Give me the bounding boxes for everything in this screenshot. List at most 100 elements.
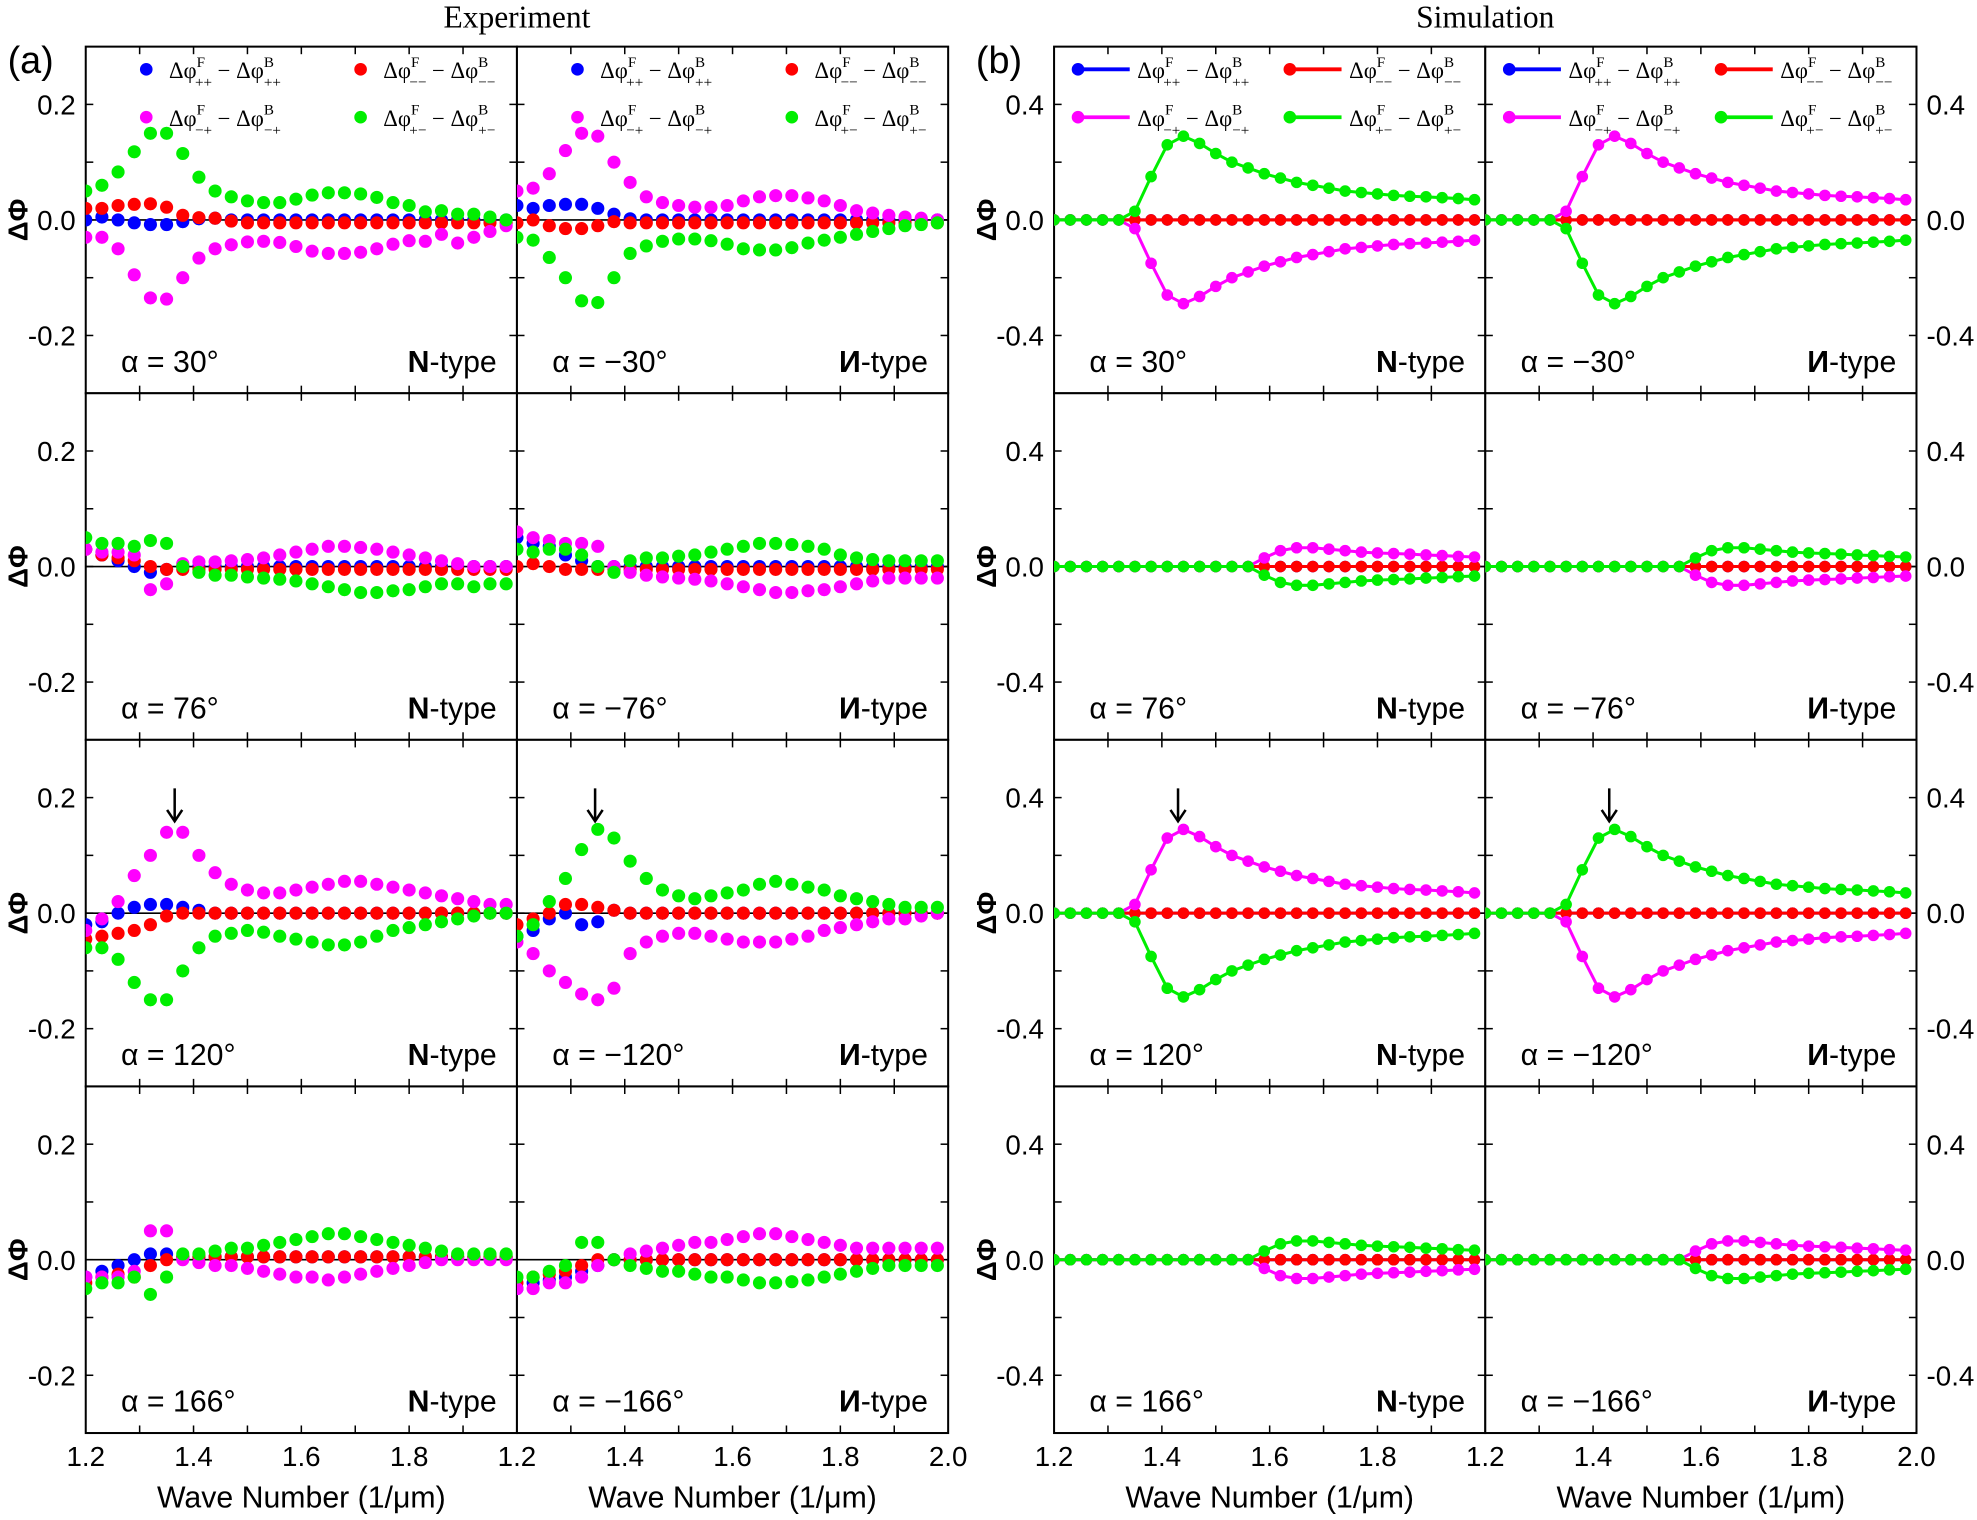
- green-data-point: [1290, 944, 1303, 957]
- red-data-point: [623, 906, 637, 920]
- green-data-point: [289, 192, 303, 206]
- legend-sup: B: [1875, 55, 1885, 71]
- green-data-point: [930, 1258, 944, 1273]
- magenta-data-point: [337, 246, 352, 260]
- red-data-point: [1468, 1253, 1481, 1266]
- magenta-data-point: [1290, 541, 1303, 554]
- alpha-label: α = −30°: [1521, 346, 1636, 379]
- red-data-point: [386, 1250, 400, 1264]
- y-tick-label-right: 0.4: [1927, 436, 1966, 467]
- green-data-point: [257, 925, 271, 939]
- green-data-point: [516, 929, 524, 943]
- green-data-point: [192, 170, 206, 184]
- magenta-data-point: [704, 574, 718, 588]
- magenta-data-point: [418, 886, 432, 900]
- magenta-data-point: [386, 880, 400, 894]
- red-data-point: [817, 562, 831, 576]
- magenta-data-point: [160, 825, 174, 839]
- legend-sup: B: [478, 103, 488, 119]
- green-data-point: [1705, 544, 1718, 557]
- red-data-point: [752, 562, 767, 576]
- green-data-point: [386, 584, 400, 598]
- series-layer: [516, 126, 944, 310]
- legend-operator: −: [858, 106, 882, 131]
- red-data-point: [289, 906, 303, 920]
- magenta-data-point: [1867, 571, 1880, 584]
- magenta-data-point: [672, 198, 686, 213]
- legend-term: Δφ: [451, 106, 479, 131]
- legend-sub: ++: [1163, 75, 1180, 91]
- green-data-point: [127, 975, 141, 990]
- magenta-data-point: [273, 886, 287, 900]
- legend-term: Δφ: [1636, 58, 1664, 83]
- magenta-data-point: [1705, 949, 1718, 961]
- magenta-data-point: [1404, 1266, 1416, 1278]
- green-data-point: [516, 1270, 524, 1284]
- green-data-point: [224, 190, 238, 204]
- green-data-point: [1258, 953, 1271, 966]
- red-data-point: [1387, 907, 1400, 919]
- series-layer: [516, 822, 944, 1007]
- magenta-data-point: [930, 571, 944, 585]
- green-data-point: [1339, 1238, 1351, 1250]
- magenta-data-point: [1274, 865, 1287, 878]
- legend-sup: F: [1596, 55, 1604, 71]
- green-data-point: [1722, 541, 1734, 554]
- red-data-point: [1468, 214, 1481, 226]
- type-label: N-type: [408, 1039, 497, 1072]
- green-data-point: [1899, 234, 1912, 246]
- green-data-point: [1657, 849, 1669, 862]
- green-data-point: [192, 565, 206, 579]
- green-data-point: [483, 577, 497, 591]
- magenta-data-point: [639, 568, 653, 582]
- red-data-point: [720, 216, 734, 230]
- legend-sup: B: [695, 103, 705, 119]
- green-data-point: [575, 843, 589, 857]
- red-data-point: [224, 906, 238, 920]
- blue-data-point: [160, 218, 174, 232]
- legend-operator: −: [858, 58, 882, 83]
- series-layer: [85, 1224, 513, 1301]
- magenta-data-point: [1608, 130, 1621, 142]
- magenta-data-point: [1786, 934, 1799, 947]
- legend-term: Δφ: [1780, 106, 1808, 131]
- magenta-data-point: [289, 1270, 303, 1284]
- red-data-point: [1576, 214, 1589, 226]
- green-data-point: [575, 548, 589, 562]
- green-data-point: [833, 889, 847, 903]
- red-data-point: [1883, 214, 1896, 226]
- magenta-data-point: [1657, 965, 1669, 977]
- green-data-point: [1883, 885, 1896, 898]
- legend-term: Δφ: [667, 106, 695, 131]
- magenta-data-point: [849, 1241, 864, 1255]
- magenta-data-point: [1177, 823, 1190, 836]
- legend-term: Δφ: [1349, 106, 1377, 131]
- y-tick-label-right: 0.4: [1927, 783, 1966, 814]
- green-data-point: [1387, 1240, 1400, 1253]
- legend-term: Δφ: [600, 58, 628, 83]
- legend-term: Δφ: [1416, 106, 1444, 131]
- red-data-point: [1452, 1253, 1465, 1266]
- magenta-data-point: [1560, 916, 1572, 928]
- magenta-data-point: [866, 1241, 880, 1255]
- green-data-point: [1705, 1269, 1718, 1282]
- green-data-point: [1468, 570, 1481, 582]
- magenta-data-point: [1608, 991, 1621, 1003]
- red-data-point: [1258, 214, 1271, 226]
- type-letter: N: [408, 346, 430, 379]
- magenta-data-point: [1436, 885, 1448, 897]
- green-data-point: [434, 1244, 449, 1258]
- green-data-point: [1452, 1243, 1465, 1256]
- magenta-data-point: [1226, 849, 1238, 862]
- magenta-data-point: [769, 585, 783, 600]
- y-axis-label: ΔΦ: [971, 199, 1002, 242]
- magenta-data-point: [591, 993, 605, 1007]
- green-data-point: [1274, 1238, 1287, 1250]
- green-data-point: [1096, 1253, 1109, 1266]
- red-data-point: [1835, 1253, 1847, 1266]
- simulation-panel: α = 120° N-type 0.4 0.0 -0.4 ΔΦ: [971, 738, 1487, 1088]
- magenta-data-point: [542, 964, 556, 978]
- red-data-point: [257, 1250, 271, 1264]
- red-data-point: [1770, 907, 1783, 919]
- red-data-point: [1560, 214, 1572, 226]
